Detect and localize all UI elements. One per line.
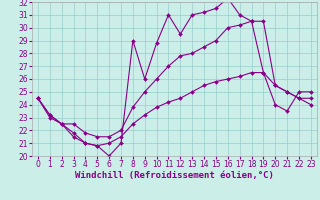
X-axis label: Windchill (Refroidissement éolien,°C): Windchill (Refroidissement éolien,°C) bbox=[75, 171, 274, 180]
